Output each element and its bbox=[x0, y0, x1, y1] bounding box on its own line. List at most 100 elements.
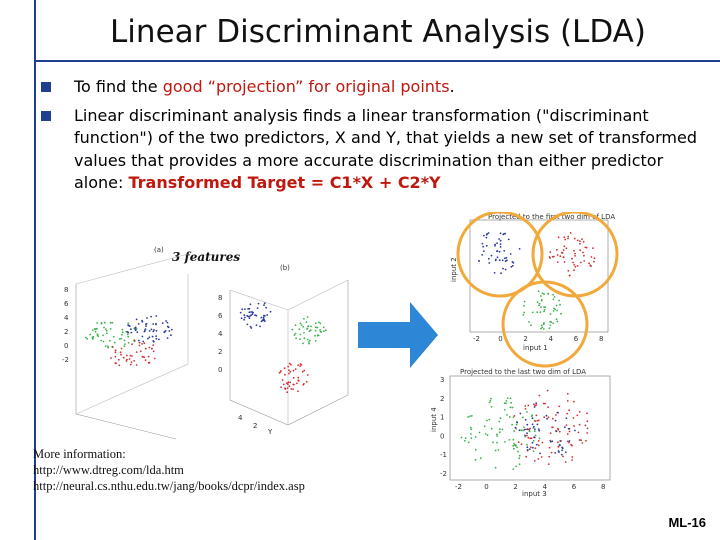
scatter-point bbox=[496, 256, 499, 259]
scatter-point bbox=[102, 340, 105, 343]
scatter-point bbox=[502, 267, 504, 270]
scatter-point bbox=[467, 416, 469, 418]
scatter-point bbox=[284, 373, 286, 376]
scatter-point bbox=[505, 256, 508, 259]
scatter-point bbox=[104, 345, 107, 347]
scatter-point bbox=[522, 429, 524, 432]
scatter-point bbox=[292, 376, 295, 379]
scatter-point bbox=[574, 255, 576, 257]
scatter-point bbox=[248, 315, 251, 318]
scatter-point bbox=[576, 414, 579, 417]
scatter-point bbox=[303, 369, 306, 372]
scatter-point bbox=[533, 430, 536, 433]
scatter-point bbox=[293, 334, 296, 336]
scatter-point bbox=[244, 308, 246, 310]
scatter-point bbox=[543, 416, 546, 419]
scatter-point bbox=[166, 337, 169, 339]
scatter-point bbox=[295, 337, 297, 340]
svg-text:2: 2 bbox=[64, 328, 68, 336]
scatter-point bbox=[511, 406, 514, 409]
info-link-dtreg[interactable]: http://www.dtreg.com/lda.htm bbox=[33, 463, 184, 477]
bullet-item: Linear discriminant analysis finds a lin… bbox=[38, 105, 698, 195]
scatter-point bbox=[568, 440, 571, 442]
scatter-point bbox=[499, 246, 502, 248]
scatter-point bbox=[535, 402, 538, 404]
bullet-highlight: good “projection” for original points bbox=[162, 77, 450, 96]
scatter-point bbox=[91, 338, 94, 340]
scatter-point bbox=[528, 430, 531, 433]
scatter-point bbox=[155, 322, 157, 325]
scatter-point bbox=[515, 423, 518, 426]
scatter-point bbox=[538, 302, 541, 305]
scatter-point bbox=[516, 421, 518, 424]
scatter-point bbox=[568, 409, 570, 412]
scatter-point bbox=[590, 256, 593, 258]
scatter-point bbox=[147, 355, 150, 358]
scatter-point bbox=[508, 416, 511, 418]
scatter-point bbox=[586, 412, 588, 415]
scatter-point bbox=[137, 323, 140, 325]
scatter-point bbox=[506, 397, 509, 399]
scatter-point bbox=[568, 427, 571, 430]
scatter-point bbox=[485, 244, 488, 247]
scatter-point bbox=[566, 400, 569, 402]
plot-d-title: Projected to the last two dim of LDA bbox=[460, 368, 586, 376]
scatter-point bbox=[586, 427, 589, 430]
scatter-point bbox=[289, 381, 292, 384]
scatter-point bbox=[250, 327, 253, 329]
scatter-point bbox=[241, 308, 244, 311]
scatter-point bbox=[509, 406, 512, 409]
circle-cluster-blue bbox=[456, 212, 544, 298]
scatter-point bbox=[263, 302, 266, 305]
scatter-point bbox=[288, 385, 291, 388]
scatter-point bbox=[548, 446, 551, 449]
scatter-plot-lda-last: Projected to the last two dim of LDA inp… bbox=[430, 368, 611, 498]
scatter-point bbox=[123, 345, 126, 348]
scatter-point bbox=[86, 337, 89, 340]
scatter-point bbox=[488, 262, 491, 264]
scatter-point bbox=[294, 324, 297, 327]
scatter-point bbox=[533, 436, 536, 439]
scatter-point bbox=[243, 318, 245, 321]
scatter-point bbox=[566, 412, 569, 415]
scatter-point bbox=[155, 315, 158, 317]
scatter-point bbox=[505, 400, 508, 402]
scatter-point bbox=[583, 260, 586, 262]
scatter-point bbox=[95, 327, 98, 330]
scatter-point bbox=[537, 444, 540, 447]
scatter-point bbox=[287, 383, 289, 386]
bullet-text-end: . bbox=[449, 77, 455, 96]
scatter-point bbox=[323, 330, 325, 333]
scatter-point bbox=[558, 299, 560, 302]
info-link-nthu[interactable]: http://neural.cs.nthu.edu.tw/jang/books/… bbox=[33, 479, 305, 493]
scatter-point bbox=[498, 250, 501, 253]
scatter-point bbox=[571, 257, 573, 260]
scatter-point bbox=[305, 380, 308, 383]
scatter-point bbox=[308, 342, 310, 345]
scatter-point bbox=[576, 265, 579, 267]
scatter-point bbox=[562, 256, 565, 259]
scatter-point bbox=[289, 370, 292, 373]
scatter-point bbox=[170, 328, 173, 331]
scatter-point bbox=[573, 249, 575, 252]
scatter-point bbox=[263, 304, 265, 306]
svg-text:6: 6 bbox=[64, 300, 69, 308]
scatter-point bbox=[256, 307, 259, 309]
scatter-point bbox=[252, 311, 254, 314]
scatter-point bbox=[515, 465, 517, 468]
scatter-point bbox=[568, 274, 571, 277]
scatter-point bbox=[542, 328, 545, 330]
scatter-point bbox=[498, 420, 501, 423]
scatter-point bbox=[510, 401, 513, 404]
scatter-point bbox=[535, 414, 538, 417]
scatter-point bbox=[543, 293, 545, 296]
scatter-point bbox=[539, 295, 542, 297]
scatter-point bbox=[559, 303, 561, 306]
scatter-point bbox=[126, 333, 129, 336]
tick-label: 2 bbox=[513, 483, 517, 491]
scatter-point bbox=[488, 401, 491, 404]
scatter-point bbox=[561, 449, 563, 452]
scatter-point bbox=[134, 328, 136, 330]
scatter-point bbox=[152, 323, 155, 325]
tick-label: 0 bbox=[498, 335, 502, 343]
